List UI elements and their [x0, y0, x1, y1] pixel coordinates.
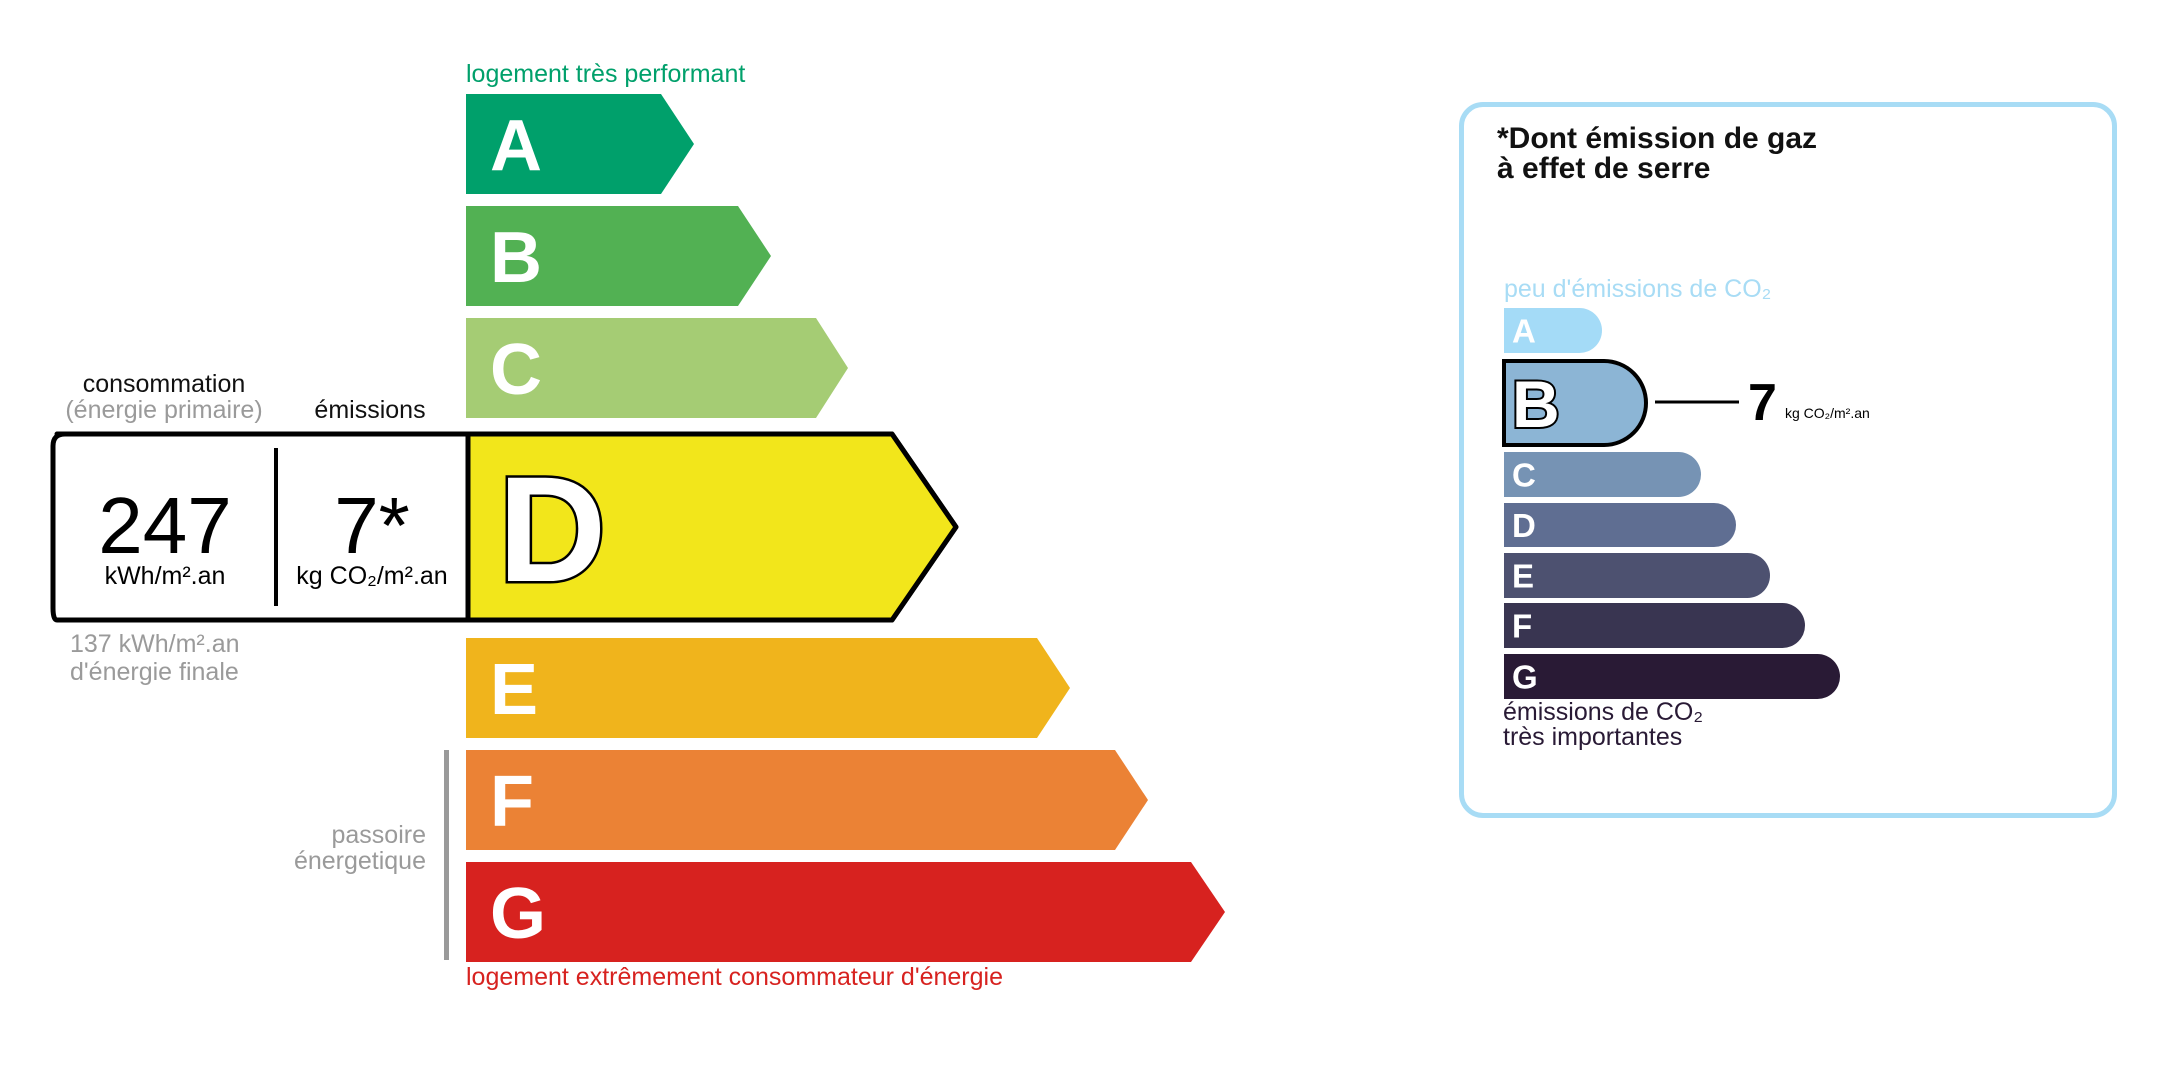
- energy-class-letter: B: [490, 218, 542, 298]
- passoire-line2: énergetique: [293, 847, 426, 875]
- ges-class-bar-c: [1504, 452, 1701, 497]
- ges-class-bar-d: [1504, 503, 1736, 547]
- ges-class-letter: F: [1512, 608, 1532, 645]
- final-energy-label: d'énergie finale: [70, 658, 239, 686]
- energy-class-letter: G: [490, 874, 546, 954]
- ges-class-letter: G: [1512, 659, 1538, 696]
- ges-title-line1: *Dont émission de gaz: [1497, 122, 1818, 155]
- energy-class-arrow-d: [465, 431, 959, 623]
- energy-class-arrow-f: [466, 750, 1148, 850]
- ges-bottom-label: émissions de CO₂ très importantes: [1503, 700, 1703, 750]
- ges-class-letter: B: [1512, 367, 1560, 441]
- energy-class-arrow-b: [466, 206, 771, 306]
- ges-panel: [1459, 102, 2117, 818]
- energy-class-arrow-c: [466, 318, 848, 418]
- energy-class-letter: C: [490, 330, 542, 410]
- ges-class-bar-e: [1504, 553, 1771, 598]
- passoire-bar: [444, 750, 449, 960]
- ges-bottom-line1: émissions de CO₂: [1503, 698, 1704, 726]
- ges-class-letter: D: [1512, 507, 1536, 544]
- ges-unit: kg CO₂/m².an: [1785, 405, 1870, 421]
- passoire-label: passoire énergetique: [294, 822, 426, 874]
- consumption-header: consommation: [82, 370, 246, 398]
- ges-class-bar-f: [1504, 603, 1805, 648]
- ges-class-bar-a: [1504, 308, 1603, 353]
- ges-class-bar-b: [1502, 359, 1648, 447]
- energy-class-letter: F: [490, 762, 534, 842]
- ges-class-letter: A: [1512, 313, 1536, 350]
- energy-bottom-label: logement extrêmement consommateur d'éner…: [466, 963, 1003, 991]
- ges-class-letter: E: [1512, 558, 1534, 595]
- energy-class-letter: D: [498, 445, 606, 613]
- passoire-line1: passoire: [331, 821, 427, 849]
- energy-class-letter: A: [490, 106, 542, 186]
- consumption-subheader: (énergie primaire): [65, 396, 263, 424]
- emissions-value: 7*: [334, 481, 410, 570]
- emissions-header: émissions: [314, 396, 426, 424]
- ges-class-bar-g: [1504, 654, 1840, 699]
- energy-class-letter: E: [490, 650, 538, 730]
- energy-top-label: logement très performant: [466, 60, 746, 88]
- energy-class-arrow-e: [466, 638, 1070, 738]
- final-energy-value: 137 kWh/m².an: [70, 630, 240, 658]
- ges-class-letter: C: [1512, 457, 1536, 494]
- consumption-value: 247: [98, 481, 232, 570]
- consumption-unit: kWh/m².an: [104, 562, 226, 590]
- energy-class-arrow-g: [466, 862, 1225, 962]
- ges-top-label: peu d'émissions de CO₂: [1504, 275, 1772, 303]
- energy-class-arrow-a: [466, 94, 694, 194]
- ges-bottom-line2: très importantes: [1503, 723, 1683, 751]
- ges-title: *Dont émission de gaz à effet de serre: [1497, 124, 1817, 184]
- ges-title-line2: à effet de serre: [1497, 152, 1711, 185]
- emissions-unit: kg CO₂/m².an: [296, 562, 448, 590]
- ges-value: 7: [1748, 374, 1777, 432]
